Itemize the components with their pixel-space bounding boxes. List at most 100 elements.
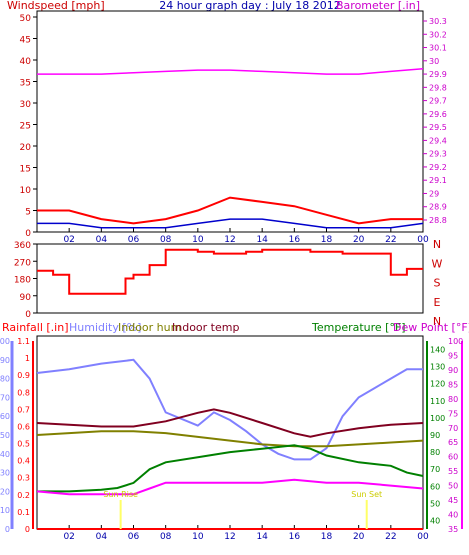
humidity-tick-label: 80 bbox=[0, 375, 10, 384]
x-tick-label: 20 bbox=[353, 532, 365, 542]
temp-tick-label: 70 bbox=[430, 465, 440, 474]
direction-tick-label: 180 bbox=[14, 276, 31, 286]
x-tick-label: 02 bbox=[63, 532, 74, 542]
windspeed-axis-title: Windspeed [mph] bbox=[7, 0, 105, 12]
rain-tick-label: 0.1 bbox=[17, 508, 30, 517]
legend-dew-point: Dew Point [°F] bbox=[393, 321, 469, 334]
x-tick-label: 18 bbox=[321, 235, 333, 245]
barometer-tick-label: 29.9 bbox=[429, 70, 447, 79]
barometer-tick-label: 30.3 bbox=[429, 17, 447, 26]
barometer-tick-label: 28.9 bbox=[429, 203, 447, 212]
barometer-tick-label: 29.6 bbox=[429, 110, 447, 119]
rain-tick-label: 0.9 bbox=[17, 371, 30, 380]
panel1-frame bbox=[36, 10, 424, 233]
temp-tick-label: 80 bbox=[430, 448, 440, 457]
legend-indoor-hum: Indoor hum bbox=[118, 321, 181, 334]
temp-tick-label: 40 bbox=[430, 516, 440, 525]
barometer-tick-label: 29.5 bbox=[429, 123, 447, 132]
x-tick-label: 00 bbox=[417, 532, 429, 542]
windspeed-tick-label: 25 bbox=[20, 122, 31, 132]
x-tick-label: 12 bbox=[224, 532, 235, 542]
dew-tick-label: 50 bbox=[448, 482, 458, 491]
dew-tick-label: 75 bbox=[448, 409, 458, 418]
rain-tick-label: 0.3 bbox=[17, 474, 30, 483]
temp-tick-label: 130 bbox=[430, 363, 445, 372]
series-temperature bbox=[37, 444, 424, 493]
rain-tick-label: 1.1 bbox=[17, 337, 30, 346]
x-tick-label: 10 bbox=[192, 235, 204, 245]
dew-tick-label: 35 bbox=[448, 525, 458, 534]
rain-tick-label: 0.4 bbox=[17, 457, 30, 466]
direction-tick-label: 360 bbox=[14, 241, 31, 251]
panel3-x-ticks: 02 04 06 08 10 12 14 16 18 20 22 00 bbox=[63, 525, 429, 542]
series-dew-point bbox=[36, 478, 424, 496]
dew-tick-label: 70 bbox=[448, 424, 458, 433]
humidity-tick-label: 0 bbox=[5, 525, 10, 534]
series-indoor-hum bbox=[36, 430, 424, 448]
rain-tick-label: 0.8 bbox=[17, 388, 30, 397]
temp-tick-label: 60 bbox=[430, 482, 440, 491]
series-wind-direction bbox=[37, 248, 423, 295]
legend-indoor-temp: Indoor temp bbox=[172, 321, 239, 334]
windspeed-tick-label: 5 bbox=[25, 208, 31, 218]
rain-tick-label: 0.7 bbox=[17, 405, 30, 414]
x-tick-label: 06 bbox=[128, 235, 140, 245]
barometer-tick-label: 29.2 bbox=[429, 163, 447, 172]
windspeed-tick-label: 45 bbox=[20, 36, 31, 46]
humidity-tick-label: 90 bbox=[0, 356, 10, 365]
x-tick-label: 16 bbox=[289, 532, 301, 542]
windspeed-ticks: 0 5 10 15 20 25 30 35 40 45 50 bbox=[20, 14, 37, 239]
series-indoor-temp bbox=[36, 408, 424, 438]
x-tick-label: 14 bbox=[256, 532, 268, 542]
windspeed-tick-label: 30 bbox=[20, 100, 32, 110]
sun-marker-label: Sun Rise bbox=[103, 490, 138, 499]
panel1-x-ticks: 02 04 06 08 10 12 14 16 18 20 22 00 bbox=[63, 228, 429, 245]
humidity-tick-label: 30 bbox=[0, 469, 10, 478]
x-tick-label: 04 bbox=[96, 532, 108, 542]
barometer-tick-label: 29 bbox=[429, 189, 439, 198]
barometer-tick-label: 30 bbox=[429, 57, 439, 66]
series-wind-gust bbox=[37, 196, 423, 225]
compass-label: E bbox=[434, 296, 441, 309]
dew-tick-label: 45 bbox=[448, 496, 458, 505]
x-tick-label: 04 bbox=[96, 235, 108, 245]
rain-tick-label: 1 bbox=[25, 354, 30, 363]
x-tick-label: 22 bbox=[385, 532, 396, 542]
panel3-series bbox=[36, 358, 424, 530]
barometer-tick-label: 28.8 bbox=[429, 216, 447, 225]
windspeed-tick-label: 0 bbox=[25, 229, 31, 239]
x-tick-label: 22 bbox=[385, 235, 396, 245]
panel-temp-humidity: Rainfall [.in] Humidity [%] Indoor hum I… bbox=[0, 321, 469, 542]
compass-label: S bbox=[434, 277, 441, 290]
compass-label: N bbox=[433, 315, 441, 328]
series-barometer bbox=[37, 68, 424, 75]
dew-tick-label: 60 bbox=[448, 453, 458, 462]
rain-tick-label: 0.2 bbox=[17, 491, 30, 500]
compass-label: N bbox=[433, 238, 441, 251]
temp-tick-label: 120 bbox=[430, 380, 445, 389]
x-tick-label: 18 bbox=[321, 532, 333, 542]
windspeed-tick-label: 50 bbox=[20, 14, 32, 24]
x-tick-label: 08 bbox=[160, 532, 172, 542]
rain-tick-label: 0.6 bbox=[17, 422, 30, 431]
temp-tick-label: 110 bbox=[430, 397, 445, 406]
compass-label: W bbox=[432, 257, 443, 270]
barometer-tick-label: 29.7 bbox=[429, 97, 447, 106]
dew-tick-label: 90 bbox=[448, 366, 458, 375]
sun-annotations: Sun Rise Sun Set bbox=[103, 490, 382, 529]
direction-tick-label: 0 bbox=[25, 310, 31, 320]
windspeed-tick-label: 35 bbox=[20, 79, 31, 89]
humidity-tick-label: 60 bbox=[0, 412, 10, 421]
temp-tick-label: 50 bbox=[430, 499, 440, 508]
direction-tick-label: 90 bbox=[20, 293, 32, 303]
humidity-tick-label: 10 bbox=[0, 506, 10, 515]
barometer-ticks: 28.8 28.9 29 29.1 29.2 29.3 29.4 29.5 29.6 29.7 29… bbox=[423, 17, 447, 225]
x-tick-label: 02 bbox=[63, 235, 74, 245]
barometer-tick-label: 29.1 bbox=[429, 176, 447, 185]
windspeed-tick-label: 10 bbox=[20, 186, 32, 196]
legend-humidity: Humidity [%] bbox=[69, 321, 141, 334]
dew-tick-label: 55 bbox=[448, 467, 458, 476]
dew-tick-label: 80 bbox=[448, 395, 458, 404]
